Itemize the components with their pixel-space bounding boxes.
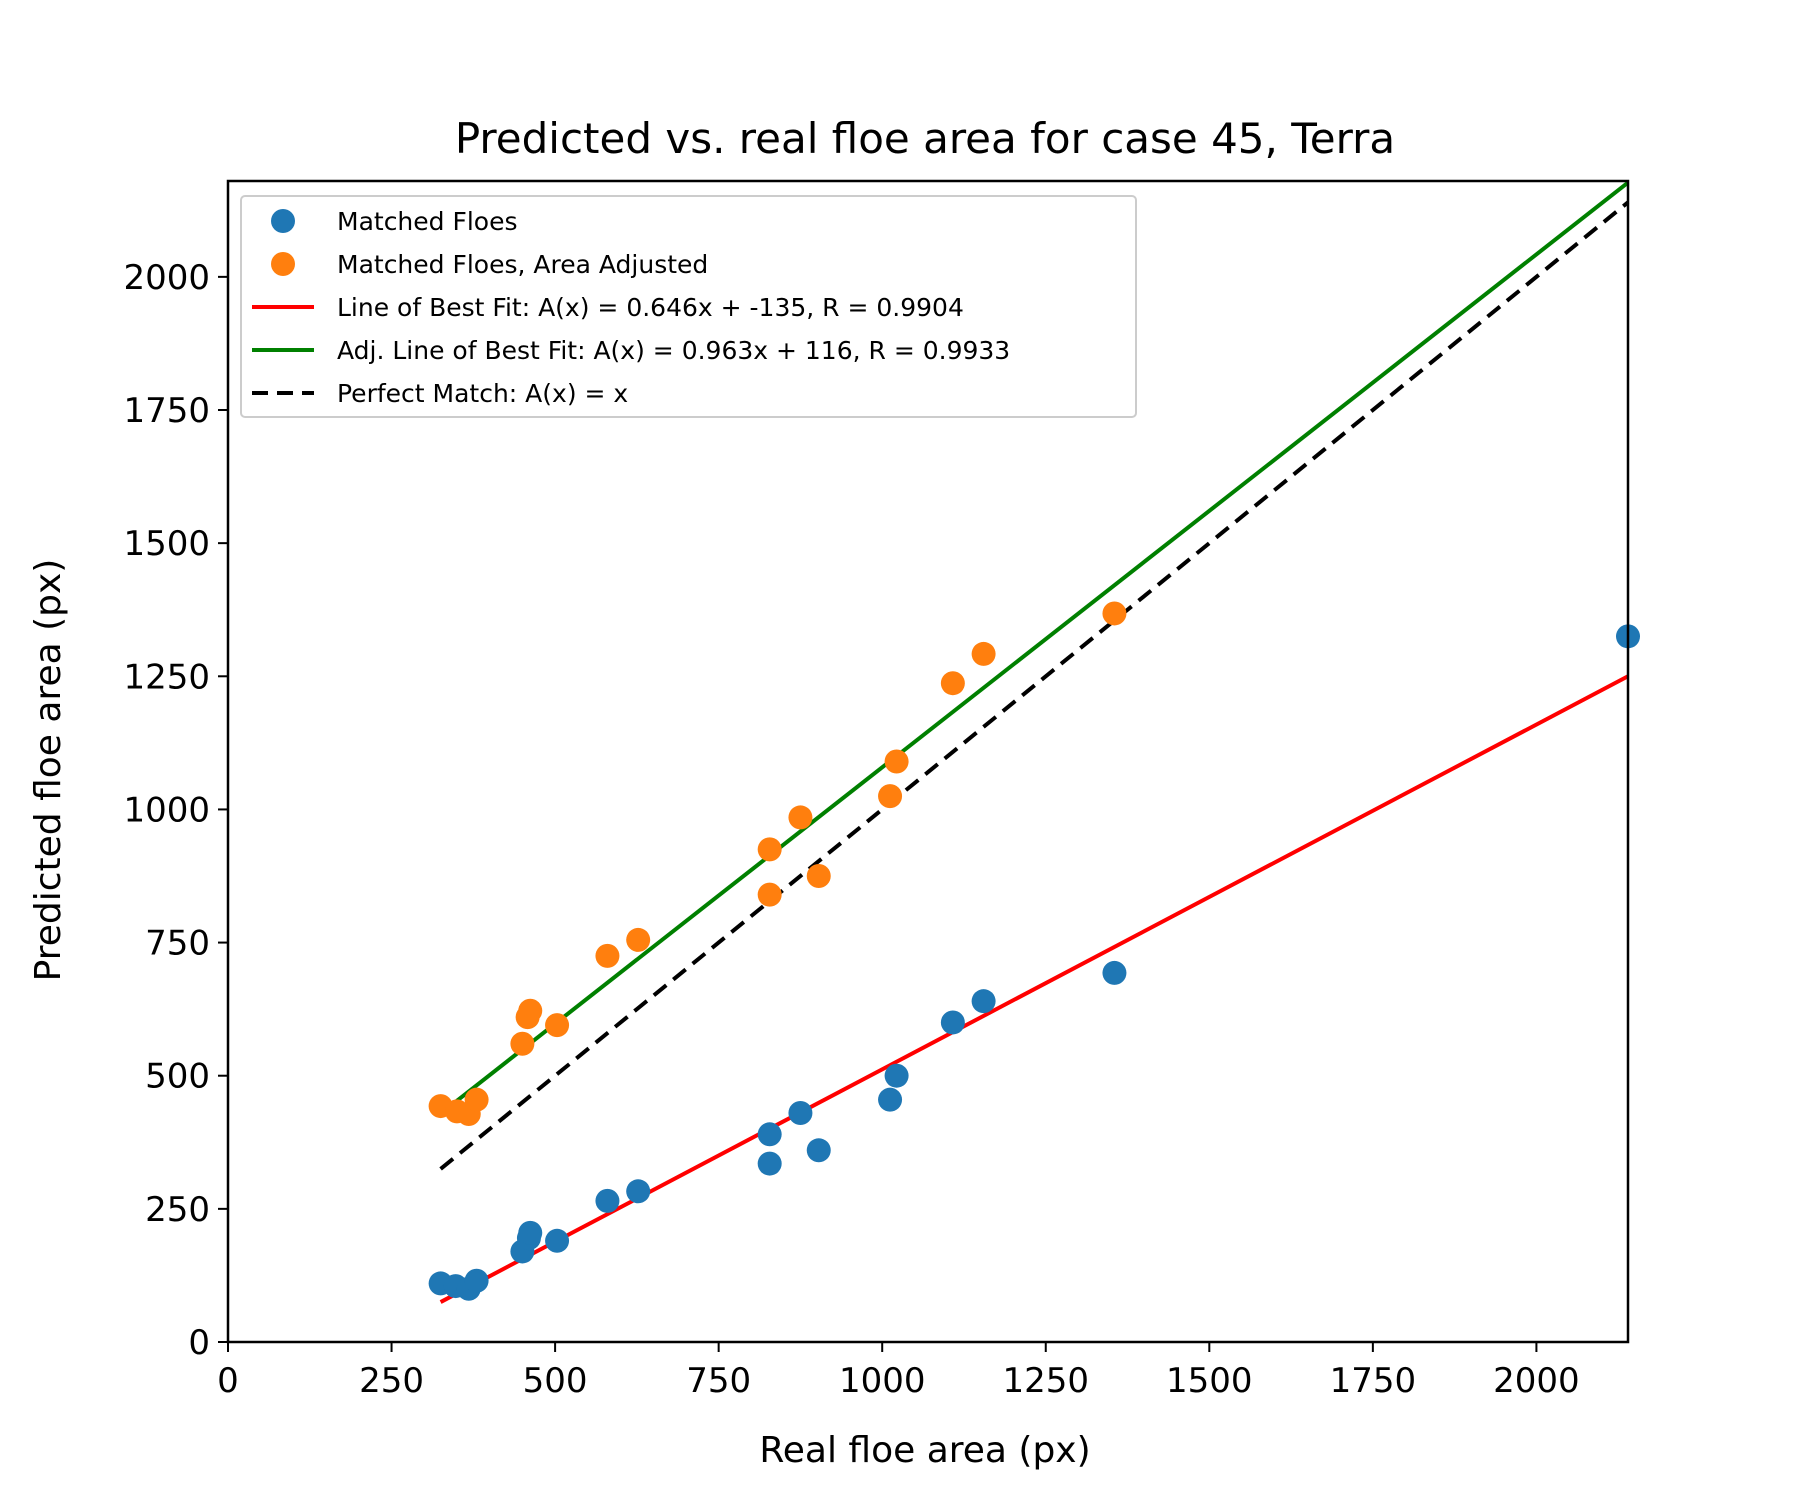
data-point [464, 1087, 489, 1112]
data-point [518, 1220, 543, 1245]
x-tick-label: 1250 [1002, 1361, 1089, 1401]
data-point [940, 1010, 965, 1035]
legend-point-marker [271, 252, 295, 276]
x-tick-label: 250 [359, 1361, 424, 1401]
y-tick-label: 250 [145, 1190, 210, 1230]
plot-frame [226, 179, 1630, 1344]
fit-line [439, 181, 1630, 1116]
data-point [626, 927, 651, 952]
y-tick-label: 1000 [123, 790, 210, 830]
x-tick-label: 1500 [1166, 1361, 1253, 1401]
data-point [878, 784, 903, 809]
points-layer [428, 601, 1640, 1301]
y-axis-ticks: 0 250 500 750 1000 1250 1500 1750 2000 [123, 258, 228, 1363]
data-point [1102, 601, 1127, 626]
legend-entry-label: Perfect Match: A(x) = x [337, 379, 628, 408]
x-tick-label: 1000 [839, 1361, 926, 1401]
x-tick-label: 500 [523, 1361, 588, 1401]
fit-line [439, 200, 1630, 1171]
data-point [884, 1063, 909, 1088]
legend-entry-label: Line of Best Fit: A(x) = 0.646x + -135, … [337, 293, 964, 322]
x-tick-label: 2000 [1493, 1361, 1580, 1401]
data-point [464, 1268, 489, 1293]
y-axis-label: Predicted floe area (px) [28, 559, 69, 982]
x-axis-ticks: 0 250 500 750 1000 1250 1500 1750 2000 [217, 1342, 1580, 1401]
legend-box [240, 195, 1137, 418]
data-point [518, 998, 543, 1023]
data-point [757, 882, 782, 907]
data-point [545, 1013, 570, 1038]
data-point [971, 989, 996, 1014]
x-tick-label: 750 [686, 1361, 751, 1401]
data-point [757, 1151, 782, 1176]
x-tick-label: 0 [217, 1361, 239, 1401]
data-point [884, 749, 909, 774]
chart-title: Predicted vs. real floe area for case 45… [455, 114, 1395, 163]
y-tick-label: 2000 [123, 258, 210, 298]
legend-point-marker [271, 209, 295, 233]
data-point [595, 1188, 620, 1213]
y-tick-label: 1750 [123, 391, 210, 431]
data-point [757, 1122, 782, 1147]
data-point [595, 943, 620, 968]
y-tick-label: 0 [188, 1323, 210, 1363]
data-point [806, 864, 831, 889]
data-point [510, 1031, 535, 1056]
legend-entry-label: Adj. Line of Best Fit: A(x) = 0.963x + 1… [337, 336, 1010, 365]
y-tick-label: 1500 [123, 524, 210, 564]
data-point [545, 1228, 570, 1253]
data-point [806, 1138, 831, 1163]
legend: Matched Floes Matched Floes, Area Adjuste… [240, 195, 1137, 418]
data-point [971, 641, 996, 666]
x-tick-label: 1750 [1330, 1361, 1417, 1401]
data-point [788, 1100, 813, 1125]
data-point [788, 805, 813, 830]
data-point [878, 1087, 903, 1112]
legend-entry-label: Matched Floes, Area Adjusted [337, 250, 708, 279]
data-point [940, 671, 965, 696]
data-point [1102, 960, 1127, 985]
y-tick-label: 750 [145, 924, 210, 964]
fit-line [439, 674, 1629, 1304]
legend-entry-label: Matched Floes [337, 207, 518, 236]
y-tick-label: 1250 [123, 657, 210, 697]
plot-area [428, 181, 1640, 1304]
x-axis-label: Real floe area (px) [759, 1430, 1090, 1471]
data-point [626, 1179, 651, 1204]
y-tick-label: 500 [145, 1057, 210, 1097]
data-point [757, 837, 782, 862]
